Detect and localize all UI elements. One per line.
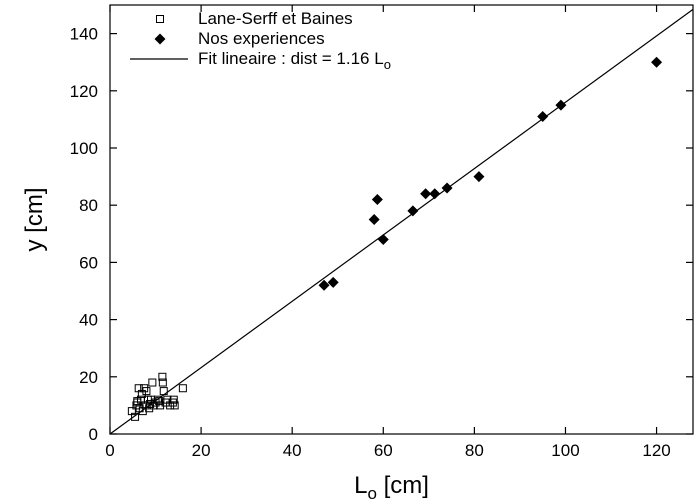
data-point-lane-serff xyxy=(146,399,155,408)
data-point-lane-serff xyxy=(153,395,162,404)
y-tick-label: 20 xyxy=(79,368,98,387)
data-point-nos-experiences xyxy=(537,111,549,123)
data-point-nos-experiences xyxy=(318,279,330,291)
data-point-lane-serff xyxy=(148,378,157,387)
legend-label-lane-serff: Lane-Serff et Baines xyxy=(198,9,353,28)
data-point-lane-serff xyxy=(142,387,151,396)
data-point-lane-serff xyxy=(163,395,172,404)
data-point-nos-experiences xyxy=(407,205,419,217)
data-point-lane-serff xyxy=(178,384,187,393)
plot-frame xyxy=(109,4,694,435)
data-point-lane-serff xyxy=(131,412,140,421)
y-tick-label: 100 xyxy=(70,139,98,158)
legend-label-fit: Fit lineaire : dist = 1.16 Lo xyxy=(198,49,391,72)
x-tick-label: 0 xyxy=(105,441,114,460)
data-point-nos-experiences xyxy=(429,188,441,200)
x-tick-label: 120 xyxy=(642,441,670,460)
data-point-nos-experiences xyxy=(377,234,389,246)
y-tick-label: 40 xyxy=(79,311,98,330)
data-point-lane-serff xyxy=(156,401,165,410)
data-point-lane-serff xyxy=(169,395,178,404)
legend-marker-lane-serff xyxy=(156,15,164,23)
data-point-nos-experiences xyxy=(473,171,485,183)
data-point-lane-serff xyxy=(168,398,177,407)
x-tick-label: 20 xyxy=(192,441,211,460)
y-tick-label: 120 xyxy=(70,82,98,101)
x-axis-title: Lo [cm] xyxy=(354,472,429,503)
data-point-nos-experiences xyxy=(371,193,383,205)
data-point-lane-serff xyxy=(155,397,164,406)
x-tick-label: 60 xyxy=(374,441,393,460)
data-point-nos-experiences xyxy=(441,182,453,194)
data-point-lane-serff xyxy=(138,407,147,416)
data-point-lane-serff xyxy=(158,372,167,381)
y-tick-label: 60 xyxy=(79,253,98,272)
y-tick-label: 140 xyxy=(70,25,98,44)
x-tick-label: 80 xyxy=(465,441,484,460)
fit-layer xyxy=(109,8,694,435)
y-tick-label: 0 xyxy=(89,425,98,444)
data-point-lane-serff xyxy=(170,401,179,410)
data-point-nos-experiences xyxy=(651,56,663,68)
data-point-nos-experiences xyxy=(368,214,380,225)
data-point-lane-serff xyxy=(137,389,146,398)
y-axis-title: y [cm] xyxy=(21,188,48,252)
legend-marker-nos-experiences xyxy=(154,33,166,45)
data-point-lane-serff xyxy=(140,384,149,393)
x-tick-label: 100 xyxy=(551,441,579,460)
data-point-lane-serff xyxy=(158,378,167,387)
data-point-nos-experiences xyxy=(420,188,432,200)
data-point-nos-experiences xyxy=(327,276,339,288)
data-marks xyxy=(127,56,663,421)
fit-line xyxy=(109,8,694,435)
x-tick-label: 40 xyxy=(283,441,302,460)
data-point-nos-experiences xyxy=(555,99,567,111)
axis-titles: Lo [cm] y [cm] xyxy=(21,188,429,504)
y-tick-label: 80 xyxy=(79,196,98,215)
data-point-lane-serff xyxy=(133,397,142,406)
data-point-lane-serff xyxy=(159,387,168,396)
plot-axes: 0 20 40 60 80 100 120 0 20 40 60 80 100 120 140 xyxy=(70,4,694,460)
legend-label-nos-experiences: Nos experiences xyxy=(198,29,325,48)
data-point-lane-serff xyxy=(145,404,154,413)
